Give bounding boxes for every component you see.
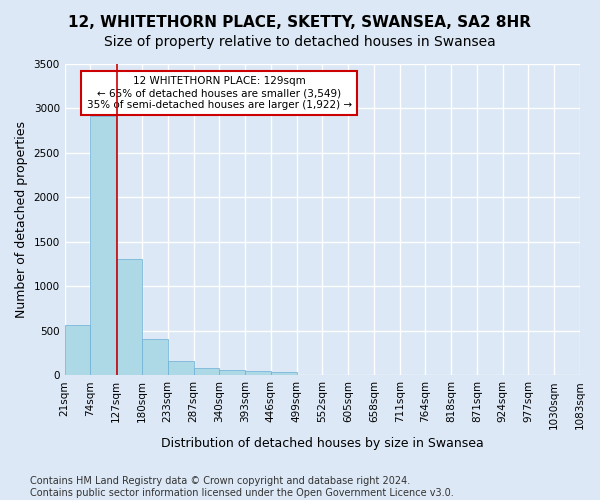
Bar <box>142 338 168 375</box>
Bar <box>168 362 193 375</box>
Bar <box>271 372 296 375</box>
Bar <box>91 116 116 375</box>
Text: 12 WHITETHORN PLACE: 129sqm
← 65% of detached houses are smaller (3,549)
35% of : 12 WHITETHORN PLACE: 129sqm ← 65% of det… <box>87 76 352 110</box>
Text: Size of property relative to detached houses in Swansea: Size of property relative to detached ho… <box>104 35 496 49</box>
Bar <box>116 258 142 375</box>
Bar <box>219 370 245 375</box>
Text: Contains HM Land Registry data © Crown copyright and database right 2024.
Contai: Contains HM Land Registry data © Crown c… <box>30 476 454 498</box>
Text: 12, WHITETHORN PLACE, SKETTY, SWANSEA, SA2 8HR: 12, WHITETHORN PLACE, SKETTY, SWANSEA, S… <box>68 15 532 30</box>
Y-axis label: Number of detached properties: Number of detached properties <box>15 121 28 318</box>
Bar <box>65 326 91 375</box>
Bar <box>193 368 219 375</box>
Bar <box>245 370 271 375</box>
X-axis label: Distribution of detached houses by size in Swansea: Distribution of detached houses by size … <box>161 437 484 450</box>
